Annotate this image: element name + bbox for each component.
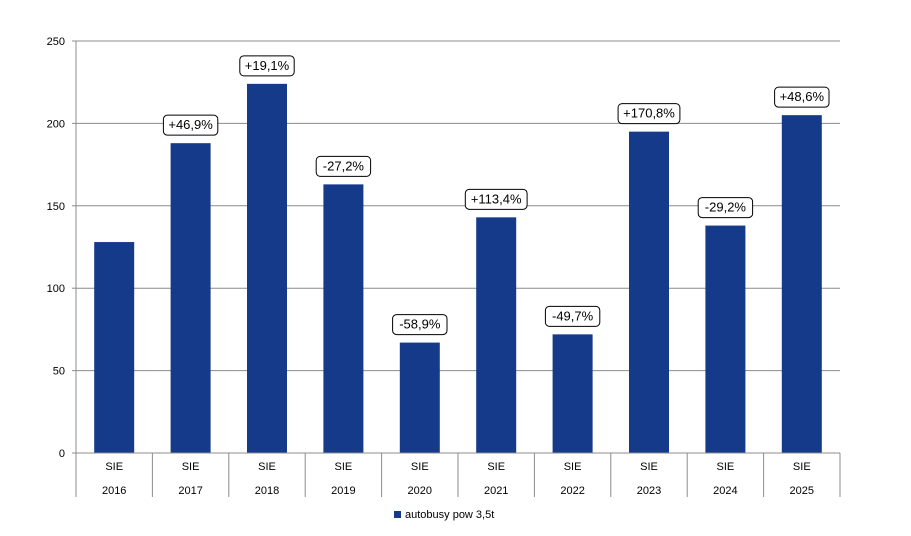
bar xyxy=(247,83,287,454)
data-labels: +46,9% +19,1% -27,2% -58,9% +113,4% -49,7% +17… xyxy=(162,55,830,336)
bar xyxy=(705,225,746,453)
bars xyxy=(94,83,822,454)
x-year-label: 2021 xyxy=(484,485,508,497)
x-year-label: 2025 xyxy=(790,485,814,497)
x-year-label: 2018 xyxy=(255,485,279,497)
x-year-label: 2020 xyxy=(408,485,432,497)
change-label: +170,8% xyxy=(617,103,681,125)
y-tick-label: 50 xyxy=(53,366,65,378)
y-tick-label: 0 xyxy=(59,448,65,460)
change-label: +46,9% xyxy=(162,114,219,136)
change-label-text: +46,9% xyxy=(168,117,213,132)
change-label-text: +19,1% xyxy=(245,58,290,73)
change-label: +113,4% xyxy=(464,188,528,210)
change-label: +48,6% xyxy=(774,86,830,108)
change-label-box xyxy=(162,114,219,136)
change-label-box xyxy=(544,305,601,327)
change-label-box xyxy=(315,155,372,177)
change-label-text: -29,2% xyxy=(705,200,747,215)
change-label: +19,1% xyxy=(239,55,295,77)
x-month-label: SIE xyxy=(105,461,123,473)
bar xyxy=(476,217,517,453)
change-label-box xyxy=(697,197,754,219)
x-month-label: SIE xyxy=(793,461,811,473)
bar xyxy=(94,242,135,453)
x-month-label: SIE xyxy=(640,461,658,473)
change-label-box xyxy=(774,86,830,108)
x-year-label: 2016 xyxy=(102,485,126,497)
legend: autobusy pow 3,5t xyxy=(394,509,494,521)
bar xyxy=(399,342,440,453)
bar xyxy=(552,334,593,453)
change-label: -49,7% xyxy=(544,305,601,327)
change-label-text: -27,2% xyxy=(323,158,365,173)
change-label-text: +170,8% xyxy=(623,106,675,121)
x-month-label: SIE xyxy=(717,461,735,473)
change-label-text: -49,7% xyxy=(552,308,594,323)
change-label: -58,9% xyxy=(392,314,448,336)
y-tick-label: 150 xyxy=(47,201,65,213)
x-year-label: 2023 xyxy=(637,485,661,497)
change-label-text: +48,6% xyxy=(780,89,825,104)
x-month-label: SIE xyxy=(258,461,276,473)
x-month-label: SIE xyxy=(182,461,200,473)
change-label-box xyxy=(617,103,681,125)
x-month-label: SIE xyxy=(411,461,429,473)
y-tick-label: 200 xyxy=(47,118,65,130)
y-tick-label: 100 xyxy=(47,283,65,295)
change-label-text: +113,4% xyxy=(471,191,522,206)
x-year-label: 2019 xyxy=(331,485,355,497)
bar xyxy=(170,143,211,453)
legend-label: autobusy pow 3,5t xyxy=(405,509,494,521)
change-label-text: -58,9% xyxy=(399,317,441,332)
x-month-label: SIE xyxy=(564,461,582,473)
change-label-box xyxy=(392,314,448,336)
x-month-label: SIE xyxy=(335,461,353,473)
bar xyxy=(781,115,822,453)
y-tick-label: 250 xyxy=(47,36,65,48)
change-label: -29,2% xyxy=(697,197,754,219)
change-label-box xyxy=(464,188,528,210)
change-label: -27,2% xyxy=(315,155,372,177)
change-label-box xyxy=(239,55,295,77)
x-year-label: 2022 xyxy=(560,485,584,497)
axes: 0 50 100 150 200 250 SIE 2016 SIE 2017 SIE 2018 SIE 2… xyxy=(47,36,841,497)
x-month-label: SIE xyxy=(487,461,505,473)
bar xyxy=(629,131,669,453)
legend-swatch xyxy=(394,511,401,518)
bar xyxy=(323,184,364,453)
x-year-label: 2024 xyxy=(713,485,737,497)
x-year-label: 2017 xyxy=(178,485,202,497)
